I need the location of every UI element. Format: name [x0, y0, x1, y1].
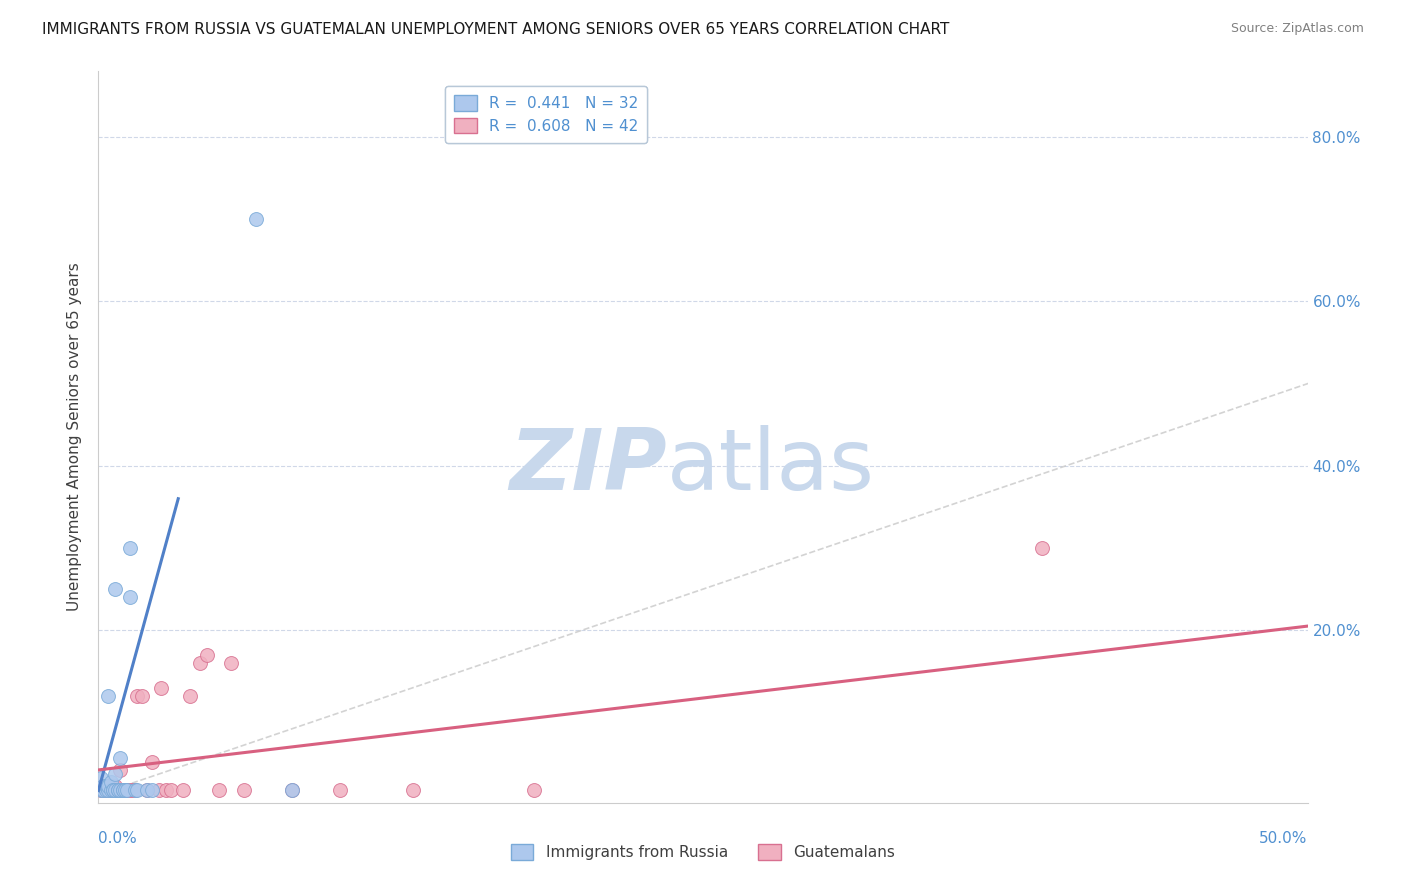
Point	[104, 783, 127, 797]
Point	[94, 783, 117, 797]
Point	[179, 689, 201, 703]
Legend: R =  0.441   N = 32, R =  0.608   N = 42: R = 0.441 N = 32, R = 0.608 N = 42	[444, 87, 647, 143]
Point	[94, 780, 117, 794]
Point	[118, 783, 141, 797]
Point	[111, 783, 134, 797]
Point	[108, 750, 131, 764]
Point	[188, 656, 211, 670]
Text: atlas: atlas	[666, 425, 875, 508]
Point	[91, 780, 114, 794]
Point	[117, 783, 139, 797]
Point	[124, 783, 146, 797]
Point	[121, 783, 143, 797]
Point	[107, 783, 129, 797]
Point	[107, 783, 129, 797]
Point	[118, 591, 141, 605]
Point	[118, 541, 141, 555]
Point	[108, 763, 131, 777]
Point	[114, 783, 136, 797]
Point	[523, 783, 546, 797]
Point	[117, 783, 139, 797]
Text: Source: ZipAtlas.com: Source: ZipAtlas.com	[1230, 22, 1364, 36]
Point	[114, 783, 136, 797]
Point	[195, 648, 218, 662]
Point	[141, 755, 163, 769]
Point	[135, 783, 157, 797]
Point	[402, 783, 425, 797]
Point	[155, 783, 177, 797]
Point	[131, 689, 153, 703]
Text: 50.0%: 50.0%	[1260, 831, 1308, 846]
Point	[172, 783, 194, 797]
Point	[90, 783, 112, 797]
Point	[101, 780, 124, 794]
Point	[245, 212, 267, 227]
Point	[90, 783, 112, 797]
Point	[111, 783, 134, 797]
Point	[232, 783, 254, 797]
Point	[90, 771, 112, 785]
Point	[104, 582, 127, 596]
Point	[91, 783, 114, 797]
Point	[135, 783, 157, 797]
Point	[94, 780, 117, 794]
Point	[1031, 541, 1053, 555]
Y-axis label: Unemployment Among Seniors over 65 years: Unemployment Among Seniors over 65 years	[67, 263, 83, 611]
Point	[281, 783, 304, 797]
Point	[91, 780, 114, 794]
Point	[160, 783, 183, 797]
Point	[141, 783, 163, 797]
Point	[150, 681, 173, 695]
Point	[104, 767, 127, 781]
Point	[101, 783, 124, 797]
Text: 0.0%: 0.0%	[98, 831, 138, 846]
Point	[104, 783, 127, 797]
Point	[104, 780, 127, 794]
Point	[208, 783, 231, 797]
Point	[97, 783, 120, 797]
Point	[111, 783, 134, 797]
Point	[107, 783, 129, 797]
Point	[107, 783, 129, 797]
Point	[91, 783, 114, 797]
Point	[100, 775, 122, 789]
Point	[101, 783, 124, 797]
Text: IMMIGRANTS FROM RUSSIA VS GUATEMALAN UNEMPLOYMENT AMONG SENIORS OVER 65 YEARS CO: IMMIGRANTS FROM RUSSIA VS GUATEMALAN UNE…	[42, 22, 949, 37]
Point	[108, 783, 131, 797]
Point	[101, 783, 124, 797]
Point	[100, 783, 122, 797]
Point	[127, 689, 149, 703]
Point	[124, 783, 146, 797]
Legend: Immigrants from Russia, Guatemalans: Immigrants from Russia, Guatemalans	[505, 838, 901, 866]
Point	[97, 780, 120, 794]
Point	[148, 783, 170, 797]
Point	[97, 783, 120, 797]
Point	[114, 783, 136, 797]
Point	[329, 783, 352, 797]
Point	[281, 783, 304, 797]
Point	[94, 783, 117, 797]
Point	[127, 783, 149, 797]
Point	[97, 689, 120, 703]
Text: ZIP: ZIP	[509, 425, 666, 508]
Point	[221, 656, 243, 670]
Point	[100, 783, 122, 797]
Point	[97, 783, 120, 797]
